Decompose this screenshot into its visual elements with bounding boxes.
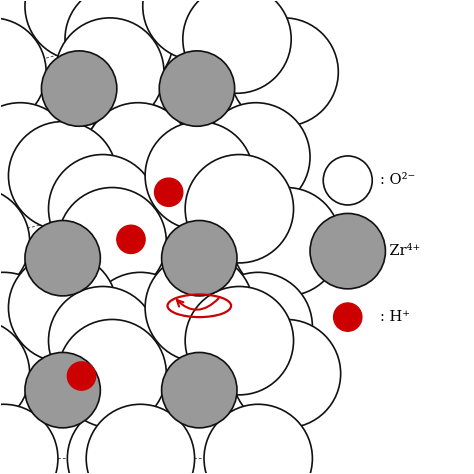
Circle shape — [67, 404, 176, 474]
Circle shape — [0, 103, 74, 211]
Circle shape — [143, 0, 251, 60]
Circle shape — [162, 220, 237, 296]
Circle shape — [323, 156, 372, 205]
Circle shape — [112, 18, 220, 126]
Circle shape — [48, 155, 157, 263]
Circle shape — [58, 319, 166, 428]
Circle shape — [48, 286, 157, 395]
Text: : O²⁻: : O²⁻ — [380, 173, 415, 187]
Circle shape — [155, 178, 183, 206]
Circle shape — [84, 103, 192, 211]
Circle shape — [84, 103, 192, 211]
Circle shape — [0, 404, 58, 474]
Text: : H⁺: : H⁺ — [380, 310, 410, 324]
Circle shape — [0, 273, 58, 381]
Circle shape — [65, 0, 173, 93]
Circle shape — [334, 303, 362, 331]
Circle shape — [0, 18, 46, 126]
Circle shape — [232, 319, 341, 428]
Circle shape — [41, 51, 117, 126]
Circle shape — [25, 220, 100, 296]
Circle shape — [96, 319, 204, 428]
Text: : Zr⁴⁺: : Zr⁴⁺ — [380, 244, 420, 258]
Circle shape — [9, 254, 117, 362]
Circle shape — [67, 273, 176, 381]
Circle shape — [58, 188, 166, 296]
Circle shape — [25, 353, 100, 428]
Circle shape — [55, 18, 164, 126]
Circle shape — [201, 103, 310, 211]
Circle shape — [183, 0, 291, 93]
Circle shape — [204, 404, 312, 474]
Circle shape — [96, 188, 204, 296]
Circle shape — [232, 188, 341, 296]
Circle shape — [145, 254, 254, 362]
Circle shape — [25, 0, 133, 60]
Circle shape — [310, 213, 385, 289]
Circle shape — [86, 404, 195, 474]
Circle shape — [86, 273, 195, 381]
Circle shape — [230, 18, 338, 126]
Circle shape — [117, 225, 145, 254]
Circle shape — [0, 319, 30, 428]
Circle shape — [162, 353, 237, 428]
Circle shape — [9, 121, 117, 230]
Circle shape — [159, 51, 235, 126]
Circle shape — [145, 121, 254, 230]
Circle shape — [204, 273, 312, 381]
Circle shape — [185, 286, 293, 395]
Circle shape — [185, 155, 293, 263]
Circle shape — [0, 188, 30, 296]
Circle shape — [67, 362, 96, 390]
